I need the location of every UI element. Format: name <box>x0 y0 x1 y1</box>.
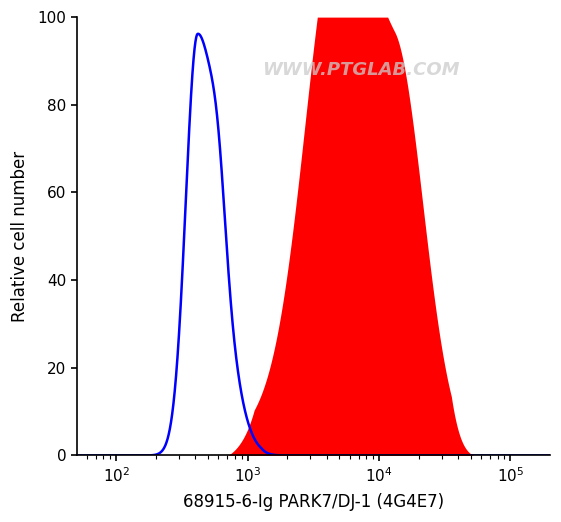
Text: WWW.PTGLAB.COM: WWW.PTGLAB.COM <box>262 61 459 79</box>
Y-axis label: Relative cell number: Relative cell number <box>11 151 29 322</box>
X-axis label: 68915-6-Ig PARK7/DJ-1 (4G4E7): 68915-6-Ig PARK7/DJ-1 (4G4E7) <box>183 493 444 511</box>
